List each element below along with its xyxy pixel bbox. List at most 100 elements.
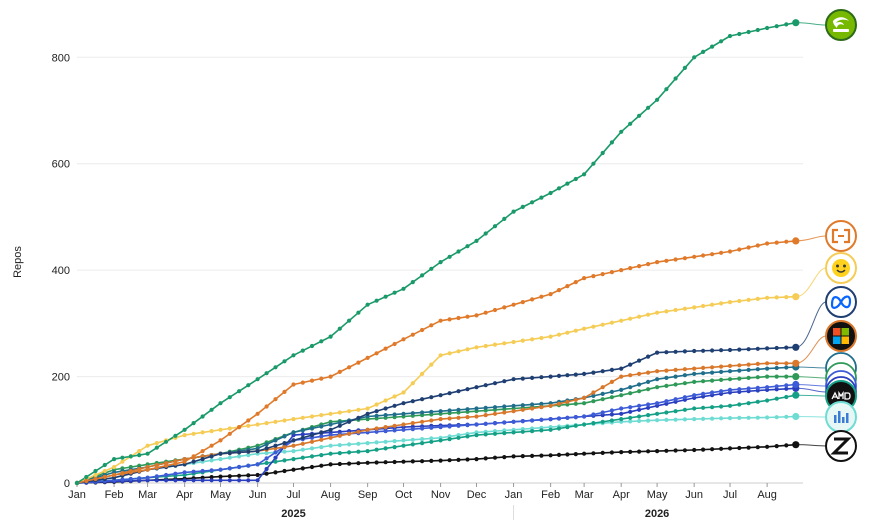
data-point xyxy=(548,403,553,408)
data-point xyxy=(746,245,751,250)
data-point xyxy=(784,345,789,350)
data-point xyxy=(328,462,333,467)
data-point xyxy=(591,370,596,375)
data-point xyxy=(737,415,742,420)
data-point xyxy=(465,347,470,352)
icon-connector xyxy=(795,384,827,387)
data-point xyxy=(392,412,397,417)
data-point xyxy=(483,383,488,388)
icon-glyph xyxy=(833,328,841,336)
data-point xyxy=(410,437,415,442)
icon-glyph xyxy=(833,336,841,344)
data-point xyxy=(548,427,553,432)
data-point xyxy=(765,398,770,403)
data-point xyxy=(530,406,535,411)
data-point xyxy=(737,363,742,368)
data-point xyxy=(492,455,498,460)
data-point xyxy=(337,461,342,467)
series-end-point xyxy=(792,19,800,27)
data-point xyxy=(374,402,379,407)
data-point xyxy=(492,421,498,426)
icon-connector xyxy=(795,335,827,364)
zhipu-logo-icon xyxy=(825,430,857,462)
icon-glyph xyxy=(846,413,849,423)
data-point xyxy=(319,430,324,435)
data-point xyxy=(218,474,223,479)
data-point xyxy=(227,478,232,483)
data-point xyxy=(447,416,452,421)
data-point xyxy=(264,460,269,466)
data-point xyxy=(218,451,223,456)
data-point xyxy=(637,382,642,387)
data-point xyxy=(582,401,587,406)
data-point xyxy=(374,460,379,465)
data-point xyxy=(365,355,370,360)
data-point xyxy=(600,410,605,415)
icon-glyph xyxy=(830,295,852,309)
data-point xyxy=(474,406,479,411)
data-point xyxy=(784,295,789,300)
data-point xyxy=(246,478,251,483)
data-point xyxy=(727,300,733,305)
data-point xyxy=(200,430,205,435)
data-point xyxy=(447,254,452,259)
data-point xyxy=(628,419,633,424)
data-point xyxy=(401,438,406,443)
series-line xyxy=(76,394,796,484)
data-point xyxy=(737,445,742,451)
data-point xyxy=(128,476,133,482)
data-point xyxy=(682,373,688,378)
data-point xyxy=(682,65,688,70)
data-point xyxy=(556,332,562,337)
data-point xyxy=(291,417,296,422)
data-point xyxy=(474,345,479,350)
data-point xyxy=(539,294,544,299)
data-point xyxy=(765,415,770,420)
data-point xyxy=(502,305,507,310)
data-point xyxy=(420,273,425,278)
data-point xyxy=(309,378,315,383)
series-end-point xyxy=(792,412,800,421)
data-point xyxy=(483,421,488,426)
data-point xyxy=(664,375,669,380)
data-point xyxy=(300,415,305,420)
data-point xyxy=(565,452,570,457)
data-point xyxy=(573,176,578,182)
data-point xyxy=(774,396,779,401)
data-point xyxy=(264,446,269,451)
data-point xyxy=(628,373,633,378)
icon-connector xyxy=(795,235,827,242)
data-point xyxy=(539,401,544,406)
data-point xyxy=(112,464,117,470)
data-point xyxy=(530,297,535,302)
data-point xyxy=(401,401,406,406)
meta-logo-icon xyxy=(825,286,857,318)
data-point xyxy=(429,409,434,414)
data-point xyxy=(173,478,178,483)
data-point xyxy=(374,413,379,418)
data-point xyxy=(456,315,461,321)
data-point xyxy=(682,395,688,400)
data-point xyxy=(392,423,397,428)
data-point xyxy=(784,443,789,448)
data-point xyxy=(565,181,570,186)
data-point xyxy=(246,453,251,458)
data-point xyxy=(701,405,706,410)
data-point xyxy=(774,384,779,389)
data-point xyxy=(609,270,615,275)
data-point xyxy=(774,365,779,371)
data-point xyxy=(383,429,388,434)
data-point xyxy=(774,345,779,351)
data-point xyxy=(664,368,669,373)
data-point xyxy=(300,432,305,437)
data-point xyxy=(365,406,370,411)
data-point xyxy=(609,395,615,400)
data-point xyxy=(356,407,361,412)
data-point xyxy=(719,377,724,382)
y-tick-label: 400 xyxy=(52,265,70,277)
data-point xyxy=(539,405,544,410)
data-point xyxy=(137,449,142,454)
data-point xyxy=(429,266,434,271)
data-point xyxy=(692,379,697,384)
